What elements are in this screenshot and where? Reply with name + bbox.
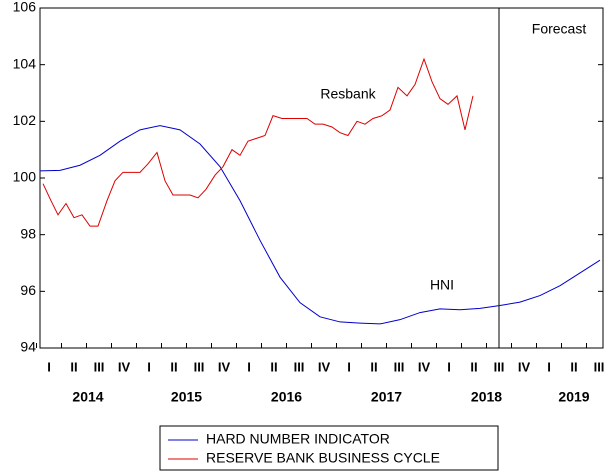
- x-tick-label: III: [494, 359, 505, 374]
- plot-frame: [39, 7, 604, 349]
- x-tick-label: II: [470, 359, 477, 374]
- x-tick-label: I: [147, 359, 151, 374]
- y-tick-label: 94: [20, 339, 36, 355]
- y-tick-label: 104: [13, 55, 37, 71]
- x-tick-label: IV: [118, 359, 131, 374]
- series-line: [42, 57, 474, 227]
- x-year-label: 2016: [271, 389, 302, 405]
- x-year-label: 2019: [558, 389, 589, 405]
- x-year-label: 2014: [72, 389, 103, 405]
- annotation: Forecast: [532, 21, 587, 37]
- x-tick-label: IV: [418, 359, 431, 374]
- x-tick-label: I: [47, 359, 51, 374]
- y-tick-label: 102: [13, 112, 37, 128]
- x-year-label: 2018: [471, 389, 502, 405]
- y-tick-label: 106: [13, 0, 37, 15]
- legend-label: RESERVE BANK BUSINESS CYCLE: [206, 450, 440, 466]
- x-tick-label: I: [547, 359, 551, 374]
- annotation: HNI: [430, 277, 454, 293]
- x-tick-label: II: [70, 359, 77, 374]
- x-tick-label: IV: [318, 359, 331, 374]
- y-tick-label: 96: [20, 282, 36, 298]
- y-tick-label: 98: [20, 225, 36, 241]
- x-year-label: 2015: [171, 389, 202, 405]
- x-tick-label: IV: [518, 359, 531, 374]
- x-tick-label: III: [94, 359, 105, 374]
- x-tick-label: III: [594, 359, 605, 374]
- x-tick-label: I: [347, 359, 351, 374]
- x-tick-label: I: [247, 359, 251, 374]
- x-tick-label: II: [170, 359, 177, 374]
- x-tick-label: II: [270, 359, 277, 374]
- series-line: [39, 125, 601, 325]
- legend-label: HARD NUMBER INDICATOR: [206, 431, 390, 447]
- x-year-label: 2017: [371, 389, 402, 405]
- x-tick-label: III: [194, 359, 205, 374]
- x-tick-label: I: [447, 359, 451, 374]
- x-tick-label: III: [294, 359, 305, 374]
- y-tick-label: 100: [13, 169, 37, 185]
- x-tick-label: II: [370, 359, 377, 374]
- x-tick-label: IV: [218, 359, 231, 374]
- x-tick-label: II: [570, 359, 577, 374]
- x-tick-label: III: [394, 359, 405, 374]
- legend-box: [159, 425, 499, 471]
- annotation: Resbank: [320, 86, 376, 102]
